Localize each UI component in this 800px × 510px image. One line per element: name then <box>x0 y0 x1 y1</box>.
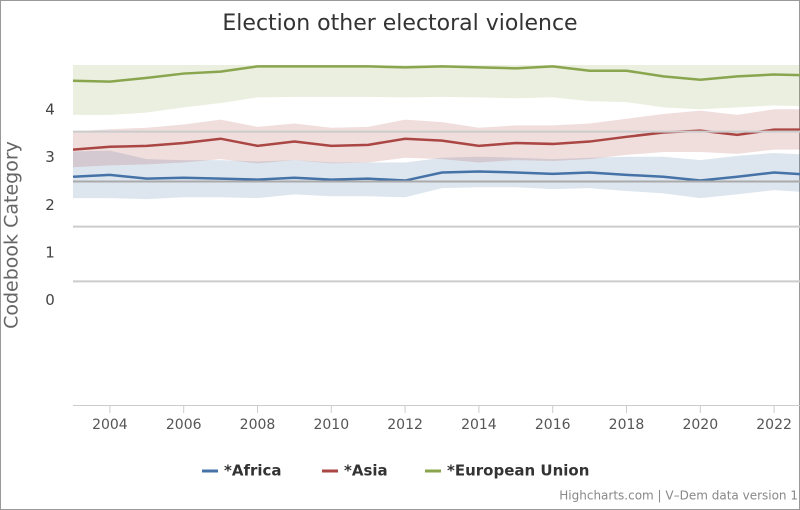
x-tick-label: 2012 <box>387 417 423 433</box>
y-tick-label: 2 <box>45 196 55 214</box>
x-tick-label: 2006 <box>166 417 202 433</box>
x-tick-label: 2016 <box>535 417 571 433</box>
legend-label: *Africa <box>224 462 282 480</box>
confidence-band <box>73 109 800 168</box>
chart-title: Election other electoral violence <box>222 11 577 36</box>
legend-label: *Asia <box>344 462 388 480</box>
x-tick-label: 2022 <box>756 417 792 433</box>
y-tick-label: 0 <box>45 291 55 309</box>
legend-label: *European Union <box>447 462 589 480</box>
x-tick-label: 2018 <box>609 417 645 433</box>
x-tick-label: 2008 <box>240 417 276 433</box>
x-tick-label: 2020 <box>682 417 718 433</box>
y-axis-title: Codebook Category <box>1 141 23 329</box>
x-tick-label: 2014 <box>461 417 497 433</box>
y-tick-label: 1 <box>45 243 55 261</box>
y-tick-label: 4 <box>45 101 55 119</box>
series-line <box>73 65 800 83</box>
confidence-band <box>73 65 800 115</box>
x-tick-label: 2004 <box>92 417 128 433</box>
x-tick-label: 2010 <box>313 417 349 433</box>
credits: Highcharts.com | V–Dem data version 1 <box>559 489 798 503</box>
series-line <box>73 170 800 182</box>
y-tick-label: 3 <box>45 148 55 166</box>
